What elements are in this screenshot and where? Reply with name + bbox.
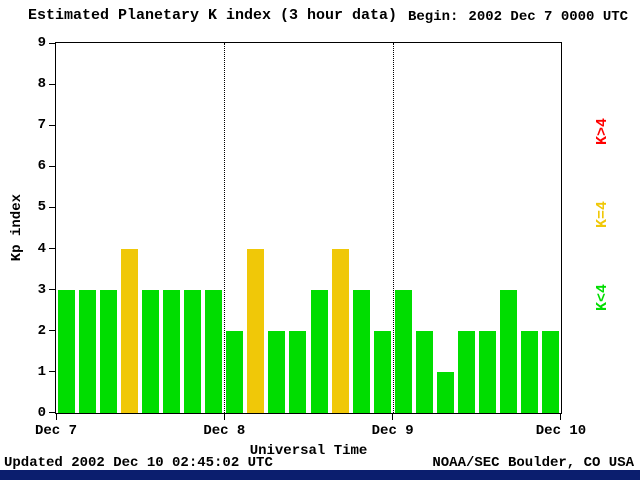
- plot-area: Kp index Universal Time 0 1 2 3 4 5 6 7 8 9 Dec 7 D…: [9, 35, 586, 459]
- x-tick-label: Dec 8: [203, 423, 246, 439]
- legend: K>4 K=4 K<4: [590, 118, 614, 316]
- kp-bar: [226, 330, 244, 413]
- x-tick: [223, 413, 225, 420]
- kp-bar: [394, 289, 412, 413]
- y-tick-label: 0: [37, 405, 46, 421]
- x-tick-label: Dec 9: [371, 423, 414, 439]
- kp-bar: [247, 248, 265, 413]
- kp-bar: [331, 248, 349, 413]
- kp-bar: [457, 330, 475, 413]
- kp-bar: [478, 330, 496, 413]
- begin-label: Begin:: [408, 9, 459, 25]
- y-tick-label: 1: [37, 363, 46, 380]
- x-tick: [560, 413, 561, 420]
- y-tick: [49, 289, 56, 291]
- legend-item: K=4: [593, 200, 611, 228]
- kp-bar: [289, 330, 307, 413]
- y-tick-label: 5: [37, 199, 46, 216]
- y-tick: [49, 83, 56, 85]
- legend-item: K<4: [593, 283, 611, 311]
- kp-bar: [541, 330, 559, 413]
- x-tick: [392, 413, 394, 420]
- kp-bar: [205, 289, 223, 413]
- y-axis-label: Kp index: [9, 194, 25, 262]
- kp-bar: [310, 289, 328, 413]
- kp-bar: [58, 289, 76, 413]
- x-tick-label: Dec 10: [535, 423, 587, 439]
- y-tick-label: 8: [37, 76, 46, 93]
- y-tick: [49, 43, 56, 44]
- kp-bar: [163, 289, 181, 413]
- y-tick: [49, 165, 56, 167]
- updated-timestamp: Updated 2002 Dec 10 02:45:02 UTC: [4, 455, 273, 471]
- x-axis-label: Universal Time: [249, 443, 368, 459]
- day-separator-line: [224, 43, 226, 413]
- begin-time: Begin: 2002 Dec 7 0000 UTC: [408, 9, 628, 25]
- y-tick-label: 9: [37, 35, 46, 51]
- kp-bar: [436, 371, 454, 413]
- footer-color-bar: [0, 470, 640, 480]
- x-tick: [56, 413, 57, 420]
- kp-bar: [499, 289, 517, 413]
- y-tick: [49, 206, 56, 208]
- y-tick: [49, 412, 56, 413]
- y-tick: [49, 330, 56, 332]
- kp-bar: [100, 289, 118, 413]
- source-credit: NOAA/SEC Boulder, CO USA: [432, 455, 634, 471]
- kp-bar: [184, 289, 202, 413]
- y-tick: [49, 371, 56, 373]
- day-separator-line: [392, 43, 394, 413]
- legend-item: K>4: [593, 118, 611, 146]
- kp-bar: [79, 289, 97, 413]
- kp-bar: [415, 330, 433, 413]
- begin-value: 2002 Dec 7 0000 UTC: [468, 9, 629, 25]
- kp-bar: [520, 330, 538, 413]
- y-tick-label: 2: [37, 322, 46, 339]
- y-tick-label: 6: [37, 158, 46, 175]
- y-tick-label: 3: [37, 281, 46, 298]
- kp-bar: [142, 289, 160, 413]
- x-tick-label: Dec 7: [34, 423, 77, 439]
- kp-bar: [352, 289, 370, 413]
- kp-bar: [121, 248, 139, 413]
- kp-bar: [268, 330, 286, 413]
- y-tick-label: 7: [37, 117, 46, 134]
- y-tick: [49, 124, 56, 126]
- y-tick: [49, 248, 56, 250]
- y-tick-label: 4: [37, 240, 46, 257]
- kp-bar: [373, 330, 391, 413]
- chart-title: Estimated Planetary K index (3 hour data…: [28, 7, 398, 24]
